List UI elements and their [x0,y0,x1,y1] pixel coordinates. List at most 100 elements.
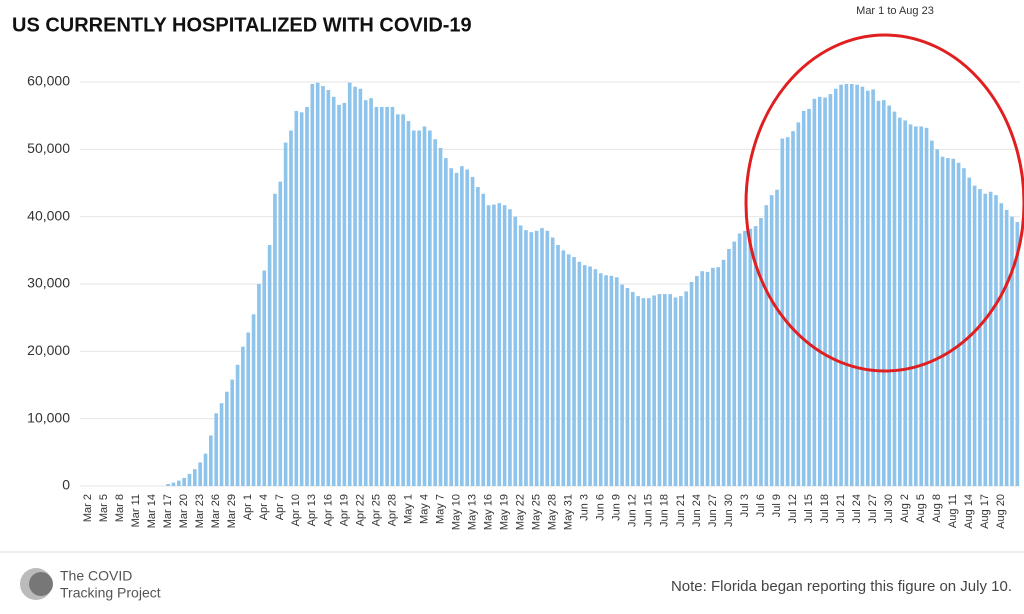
x-tick-label: Apr 10 [290,494,302,526]
bar [860,86,865,487]
x-tick-label: Aug 5 [915,494,927,523]
bar [748,228,753,486]
bar [369,98,373,486]
bar [999,203,1004,486]
bar [962,168,966,487]
x-tick-label: Jun 27 [707,494,719,527]
bar [956,162,961,487]
bar [695,275,699,486]
bar [796,122,801,487]
bars [166,82,1020,487]
x-tick-label: Apr 22 [354,494,366,526]
bar [444,158,448,486]
bar [892,111,897,487]
bar [545,230,550,486]
bar [497,203,502,486]
source-line: Tracking Project [60,585,161,601]
bar [716,267,721,486]
bar [481,193,486,487]
bar [609,275,614,486]
y-tick-label: 30,000 [27,275,70,291]
bar [598,273,603,486]
x-tick-label: Apr 7 [274,494,286,520]
x-tick-label: Mar 8 [114,494,126,522]
chart-subtitle: Mar 1 to Aug 23 [856,5,934,17]
bar [732,241,737,486]
x-tick-label: Jul 30 [883,494,895,523]
bar [668,294,672,486]
x-tick-label: Mar 5 [98,494,110,522]
x-tick-label: Apr 4 [258,494,270,520]
x-tick-label: Jul 12 [787,494,799,523]
bar [289,130,293,487]
x-tick-label: May 13 [466,494,478,530]
bar [219,403,224,486]
bar [849,84,854,487]
x-tick-label: May 31 [563,494,575,530]
bar [540,228,544,486]
bar [657,294,662,486]
bar [673,297,678,486]
bar [711,267,715,486]
x-tick-label: Mar 23 [194,494,206,528]
y-tick-label: 50,000 [27,140,70,156]
bar [828,94,833,487]
x-tick-label: Jul 9 [771,494,783,517]
bar [225,391,229,486]
y-tick-label: 20,000 [27,342,70,358]
bar [235,364,240,486]
x-tick-label: Jun 18 [659,494,671,527]
bar [919,126,924,486]
x-tick-label: Jun 15 [643,494,655,527]
bar [801,110,806,486]
x-tick-label: May 19 [499,494,511,530]
x-tick-label: Mar 11 [130,494,142,527]
bar [780,138,785,486]
bar [230,379,235,486]
bar [769,195,774,486]
bar [465,169,470,487]
bar [630,292,635,486]
bar [321,86,325,486]
x-tick-label: Mar 26 [210,494,222,528]
bar [326,90,331,486]
bar [614,277,619,486]
bar [529,232,534,486]
bar [812,98,817,486]
bar [310,84,315,487]
bar [411,130,416,487]
x-tick-label: Aug 2 [899,494,911,523]
bar [182,477,186,486]
bar [176,480,181,486]
bar [652,295,656,486]
bar [785,137,790,487]
bar [379,106,384,486]
bar [513,216,518,486]
bar [246,332,251,486]
bar [972,185,977,486]
bar [689,281,694,486]
bar [508,209,512,486]
bar [518,225,523,487]
bar [395,114,400,486]
x-tick-label: Jun 3 [579,494,591,521]
bar [817,96,822,487]
x-tick-label: Aug 17 [979,494,991,529]
bar [903,120,907,486]
bar [422,126,427,486]
x-tick-label: May 7 [434,494,446,524]
x-tick-label: Apr 1 [242,494,254,520]
bar [924,127,929,486]
bar [305,106,309,486]
x-tick-label: May 16 [482,494,494,530]
bar [983,193,988,487]
bar [865,90,870,487]
bar [187,473,192,486]
bar [534,230,539,486]
y-tick-label: 60,000 [27,73,70,89]
bar [753,226,758,487]
bar [193,469,197,486]
x-tick-label: Jul 3 [739,494,751,517]
bar [299,112,304,487]
